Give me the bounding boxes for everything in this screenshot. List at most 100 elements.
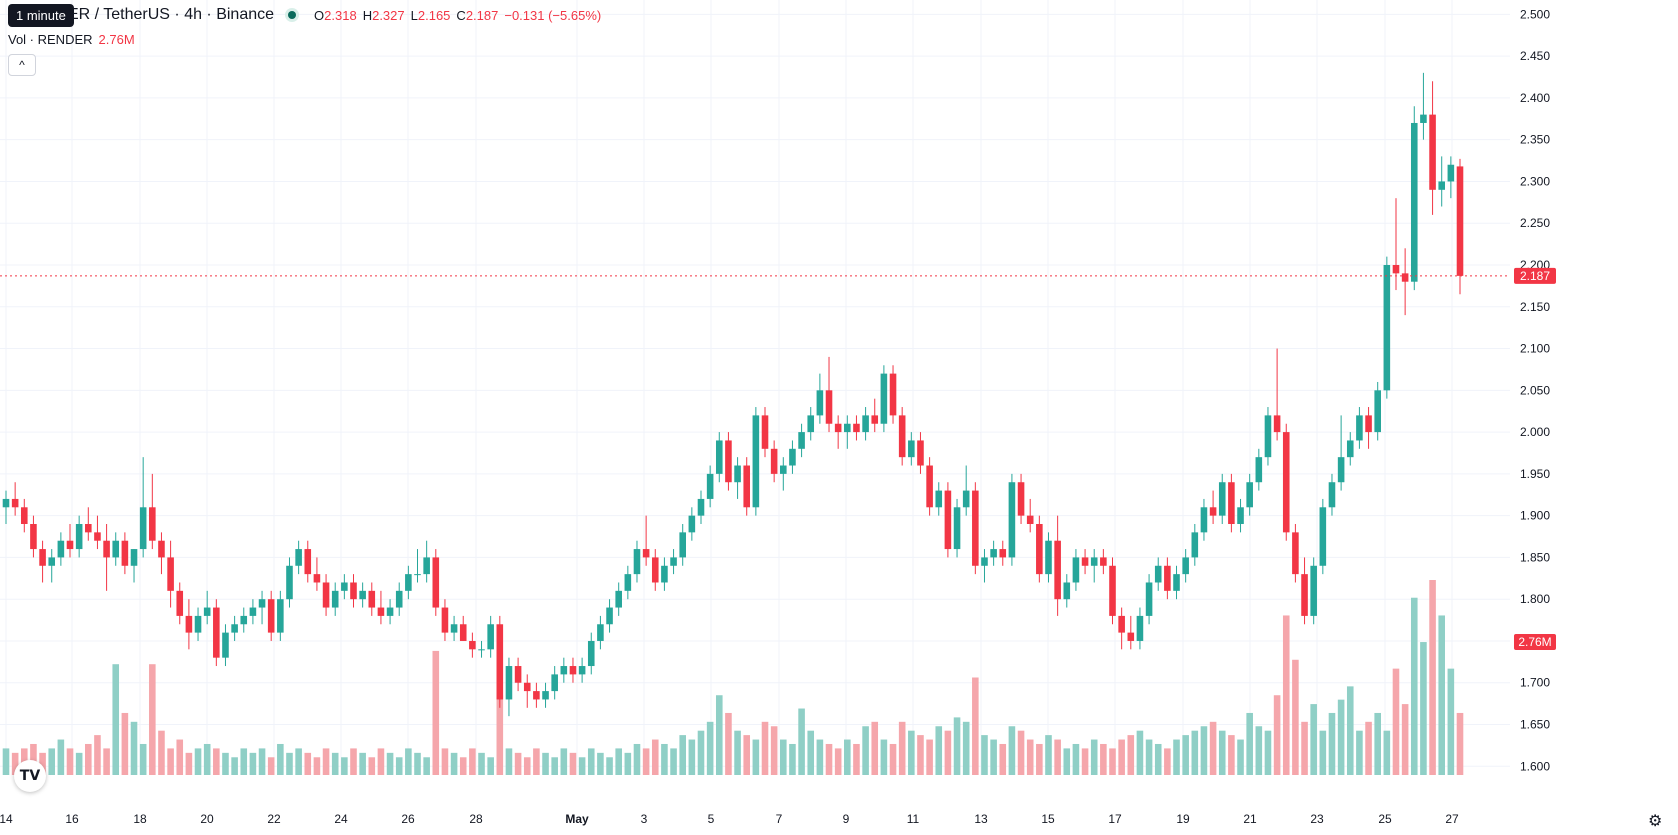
candle-body	[341, 582, 348, 591]
candle-body	[1237, 507, 1244, 524]
candle-body	[469, 640, 476, 650]
candle-body	[1209, 507, 1217, 516]
candle-body	[1054, 540, 1061, 600]
y-tick-label: 2.250	[1520, 216, 1550, 230]
candle-body	[880, 373, 888, 424]
volume-bar	[249, 752, 257, 775]
volume-bar	[844, 739, 851, 775]
price-labels: 2.187 2.76M	[1514, 267, 1556, 650]
volume-bar	[386, 752, 394, 775]
volume-bar	[862, 726, 869, 775]
candle-body	[1173, 574, 1180, 591]
candle-body	[1328, 482, 1336, 508]
candle-body	[1136, 615, 1144, 641]
tradingview-logo[interactable]: TV	[14, 760, 46, 792]
volume-bar	[1429, 580, 1436, 775]
candle-body	[597, 624, 604, 641]
volume-bar	[130, 721, 138, 775]
volume-bar	[1410, 597, 1418, 775]
volume-bar	[780, 739, 787, 775]
x-axis[interactable]: 14 16 18 20 22 24 26 28 May 3 5 7 9 11 13 15 17 19 21 23 25 2…	[0, 812, 1459, 826]
volume-bar	[286, 752, 293, 775]
candle-body	[20, 507, 28, 524]
volume-bar	[752, 739, 760, 775]
volume-bar	[405, 748, 412, 775]
candle-body	[844, 423, 851, 433]
candle-body	[542, 691, 549, 700]
candle-body	[789, 448, 796, 466]
close-label: C	[456, 7, 466, 23]
candle-body	[496, 624, 504, 700]
candle-body	[112, 540, 120, 558]
candle-body	[1374, 390, 1381, 433]
volume-bar	[1374, 712, 1381, 775]
candle-body	[1456, 166, 1464, 276]
candle-body	[972, 490, 979, 566]
candle-body	[798, 432, 805, 449]
volume-bar	[139, 743, 147, 775]
candle-body	[1383, 265, 1391, 391]
x-tick-label: 24	[334, 812, 348, 826]
volume-bar	[944, 730, 952, 775]
x-tick-label: 15	[1041, 812, 1055, 826]
candle-body	[1218, 482, 1226, 516]
candle-body	[1319, 507, 1327, 566]
candle-body	[432, 557, 440, 608]
candlesticks	[2, 72, 1464, 717]
candle-body	[1310, 565, 1317, 616]
x-tick-label: 22	[267, 812, 281, 826]
candle-body	[1429, 114, 1436, 190]
volume-bar	[880, 739, 888, 775]
volume-legend[interactable]: Vol · RENDER 2.76M	[8, 32, 135, 47]
candle-body	[514, 666, 522, 683]
candle-body	[1072, 557, 1080, 583]
y-tick-label: 2.150	[1520, 300, 1550, 314]
volume-bar	[103, 748, 110, 775]
symbol-legend[interactable]: ER / TetherUS · 4h · Binance O 2.318 H 2.3…	[8, 6, 601, 24]
volume-bar	[587, 748, 595, 775]
candle-body	[1164, 565, 1171, 591]
candle-body	[405, 574, 412, 591]
collapse-legend-button[interactable]: ^	[8, 54, 36, 76]
volume-bar	[1246, 712, 1253, 775]
volume-bar	[734, 730, 741, 775]
candle-body	[459, 624, 467, 641]
candle-body	[706, 473, 714, 499]
candle-body	[981, 557, 988, 566]
candle-body	[734, 465, 741, 483]
symbol-title[interactable]: ER / TetherUS · 4h · Binance	[68, 6, 275, 23]
candle-body	[1447, 164, 1455, 182]
candle-body	[1420, 114, 1427, 123]
volume-bar	[1127, 735, 1135, 775]
candle-body	[1100, 557, 1107, 566]
x-tick-label: 21	[1243, 812, 1257, 826]
volume-bar	[1392, 668, 1400, 775]
volume-bar	[1164, 748, 1171, 775]
volume-bar	[935, 726, 943, 775]
volume-bar	[725, 712, 732, 775]
candle-body	[743, 465, 751, 508]
candle-body	[121, 540, 129, 566]
y-tick-label: 1.850	[1520, 550, 1550, 564]
volume-bar	[1301, 721, 1308, 775]
candle-body	[1036, 524, 1043, 575]
candle-body	[85, 524, 92, 533]
volume-bar	[523, 757, 531, 775]
volume-bar	[1337, 699, 1345, 775]
x-tick-label: 26	[401, 812, 415, 826]
volume-bar	[651, 739, 659, 775]
candle-body	[386, 607, 394, 616]
candle-body	[688, 515, 696, 533]
y-tick-label: 2.050	[1520, 383, 1550, 397]
candle-body	[715, 440, 723, 474]
x-tick-label: 5	[708, 812, 715, 826]
volume-bar	[715, 695, 723, 775]
gear-icon[interactable]: ⚙	[1648, 813, 1663, 830]
y-axis[interactable]: 1.6001.6501.7001.7501.8001.8501.9001.950…	[1520, 7, 1550, 773]
candle-body	[889, 373, 897, 416]
volume-bar	[1310, 704, 1317, 775]
open-value: 2.318	[324, 7, 357, 23]
volume-bar	[551, 757, 558, 775]
y-tick-label: 2.500	[1520, 7, 1550, 21]
